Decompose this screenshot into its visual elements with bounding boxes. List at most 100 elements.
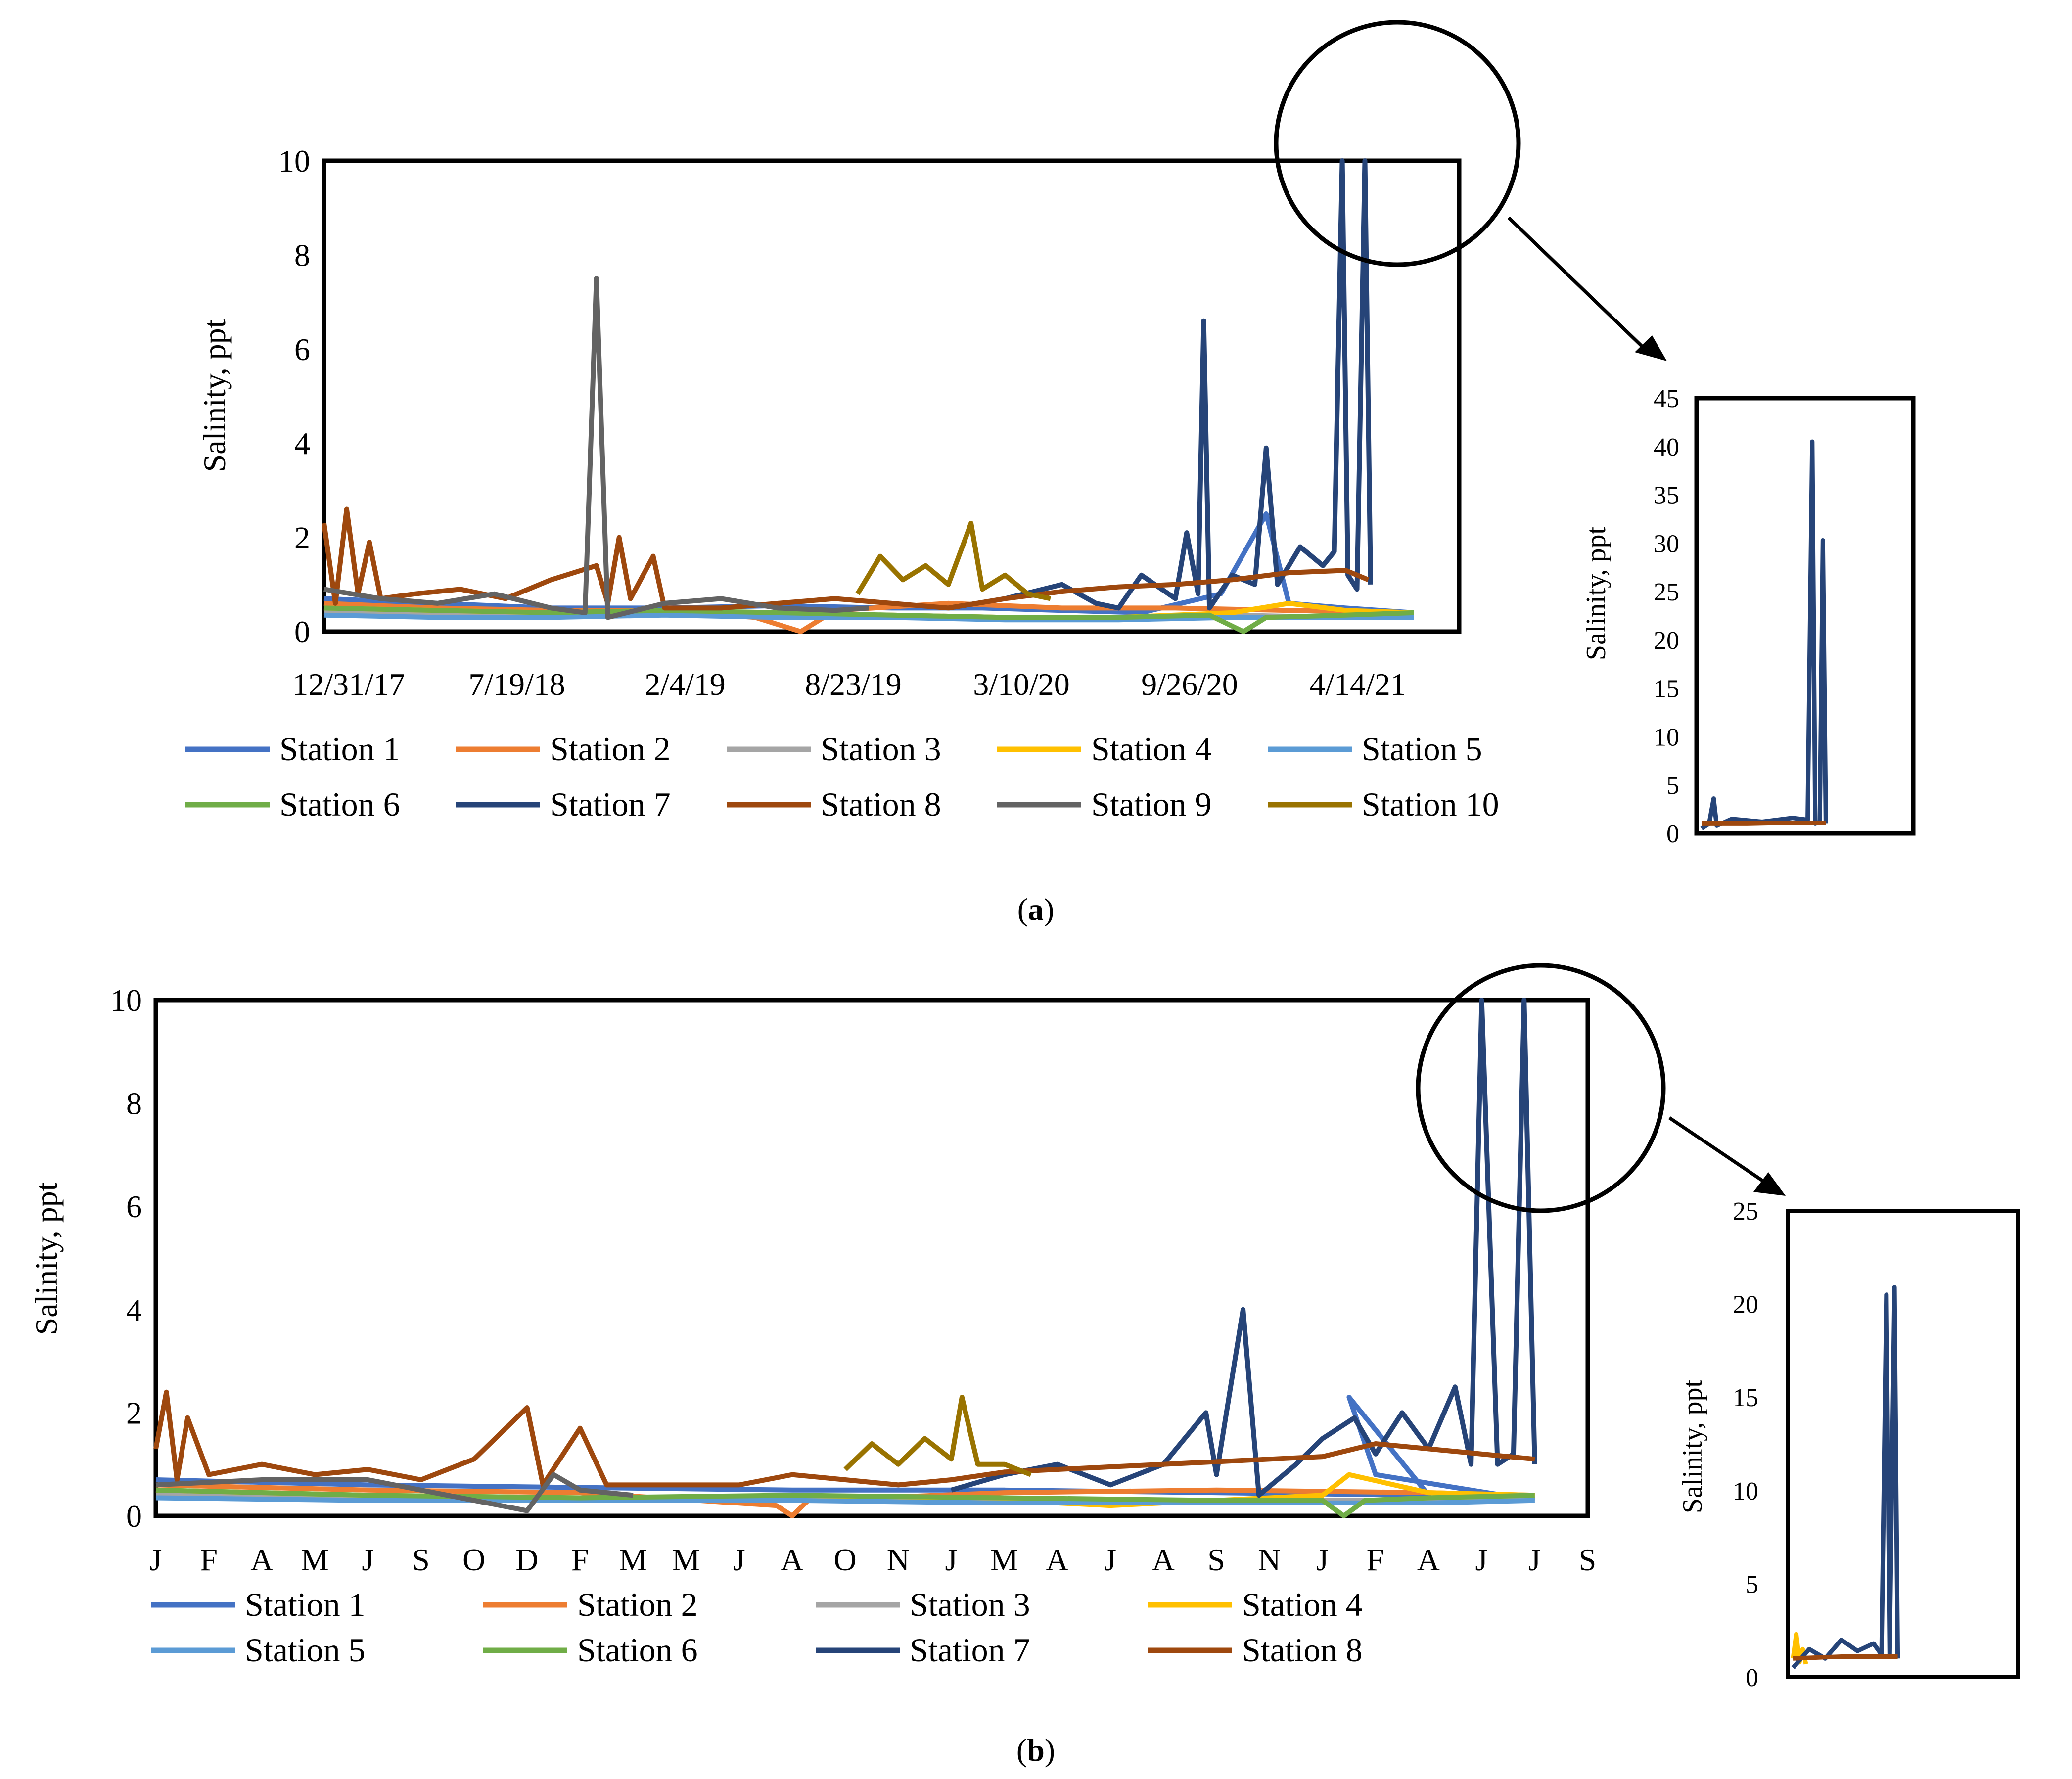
series-line-b-station-8 (153, 1389, 1535, 1488)
inset-y-ticks-a: 0 5 10 15 20 25 30 35 40 45 (1654, 385, 1679, 848)
inset-y-tick-label-b-0: 0 (1746, 1664, 1758, 1692)
series-lines-b (153, 998, 1537, 1518)
series-line-a-station-8 (322, 506, 1370, 611)
legend-label-a-station-6: Station 6 (279, 785, 400, 823)
y-tick-label-a-1: 2 (294, 520, 310, 555)
inset-plot-area-a (1694, 396, 1916, 836)
x-tick-label-b-10: M (672, 1542, 700, 1577)
series-line-a-station-1 (323, 511, 1414, 615)
legend-label-a-station-7: Station 7 (550, 785, 671, 823)
panel-label-a: (a) (1017, 892, 1055, 927)
inset-y-tick-label-a-2: 10 (1654, 723, 1679, 751)
inset-y-tick-label-b-5: 25 (1733, 1197, 1758, 1226)
x-tick-label-a-3: 8/23/19 (805, 667, 902, 702)
x-tick-label-b-23: F (1367, 1542, 1384, 1577)
x-ticks-a: 12/31/17 7/19/18 2/4/19 8/23/19 3/10/20 9/26/… (292, 667, 1406, 702)
legend-label-a-station-5: Station 5 (1362, 730, 1482, 768)
y-axis-label-b: Salinity, ppt (29, 1182, 64, 1335)
x-tick-label-b-14: N (887, 1542, 910, 1577)
zoom-circle-b (1416, 963, 1666, 1213)
plot-area-b (153, 998, 1590, 1518)
series-line-b-station-6 (155, 1487, 1535, 1518)
x-tick-label-b-12: A (781, 1542, 803, 1577)
series-line-a-station-9 (323, 276, 869, 620)
panel-a: 0 2 4 6 8 10 12/31/17 7/19/18 2/4/19 8/23/19 3/10… (185, 20, 1916, 927)
legend-label-b-station-3: Station 3 (910, 1586, 1030, 1623)
zoom-arrow-b (1668, 1116, 1769, 1186)
series-line-b-station-1 (155, 1395, 1535, 1503)
inset-y-tick-label-a-9: 45 (1654, 385, 1679, 413)
x-tick-label-b-6: O (462, 1542, 485, 1577)
x-tick-label-b-16: M (990, 1542, 1018, 1577)
y-tick-label-b-4: 8 (126, 1086, 142, 1121)
x-tick-label-b-21: N (1258, 1542, 1281, 1577)
inset-series-lines-a (1700, 439, 1828, 830)
x-tick-label-b-26: J (1528, 1542, 1541, 1577)
x-tick-label-b-27: S (1579, 1542, 1597, 1577)
inset-plot-area-b (1786, 1209, 2020, 1679)
x-tick-label-b-5: S (412, 1542, 430, 1577)
series-line-a-station-7 (948, 158, 1373, 611)
y-ticks-b: 0 2 4 6 8 10 (110, 983, 142, 1534)
inset-y-tick-label-a-8: 40 (1654, 433, 1679, 461)
x-tick-label-b-4: J (362, 1542, 374, 1577)
y-tick-label-b-2: 4 (126, 1292, 142, 1327)
x-tick-label-b-2: A (250, 1542, 273, 1577)
zoom-arrowhead-b (1753, 1172, 1786, 1196)
legend-label-b-station-5: Station 5 (245, 1631, 366, 1669)
x-tick-label-a-2: 2/4/19 (645, 667, 726, 702)
x-tick-label-b-11: J (733, 1542, 745, 1577)
legend-label-b-station-4: Station 4 (1242, 1586, 1363, 1623)
inset-y-tick-label-b-3: 15 (1733, 1384, 1758, 1412)
y-ticks-a: 0 2 4 6 8 10 (278, 143, 310, 649)
y-tick-label-a-5: 10 (278, 143, 310, 179)
x-tick-label-a-5: 9/26/20 (1141, 667, 1238, 702)
x-tick-label-b-13: O (833, 1542, 856, 1577)
inset-series-line-b-station-7 (1791, 1285, 1900, 1670)
x-tick-label-b-9: M (619, 1542, 647, 1577)
y-tick-label-b-5: 10 (110, 983, 142, 1018)
legend-label-a-station-3: Station 3 (821, 730, 941, 768)
x-tick-label-b-7: D (515, 1542, 538, 1577)
legend-a: Station 1 Station 2 Station 3 Station 4 Stat… (185, 730, 1499, 823)
y-tick-label-a-2: 4 (294, 426, 310, 461)
x-tick-label-a-4: 3/10/20 (973, 667, 1070, 702)
x-tick-label-b-1: F (200, 1542, 218, 1577)
x-tick-label-b-25: J (1475, 1542, 1488, 1577)
legend-label-b-station-8: Station 8 (1242, 1631, 1363, 1669)
inset-y-ticks-b: 0 5 10 15 20 25 (1733, 1197, 1758, 1692)
inset-y-tick-label-b-4: 20 (1733, 1291, 1758, 1319)
legend-label-a-station-9: Station 9 (1091, 785, 1212, 823)
y-tick-label-b-0: 0 (126, 1499, 142, 1534)
inset-y-tick-label-a-3: 15 (1654, 675, 1679, 703)
panel-label-b: (b) (1016, 1733, 1055, 1768)
y-tick-label-a-0: 0 (294, 614, 310, 649)
legend-label-b-station-1: Station 1 (245, 1586, 366, 1623)
legend-label-b-station-7: Station 7 (910, 1631, 1030, 1669)
inset-y-tick-label-a-1: 5 (1666, 772, 1679, 800)
legend-label-a-station-10: Station 10 (1362, 785, 1499, 823)
plot-area-a (322, 158, 1462, 634)
series-line-b-station-2 (155, 1482, 1535, 1518)
inset-series-line-b-station-8 (1793, 1654, 1898, 1661)
legend-label-a-station-2: Station 2 (550, 730, 671, 768)
x-tick-label-b-8: F (571, 1542, 589, 1577)
inset-y-axis-label-a: Salinity, ppt (1581, 526, 1612, 660)
x-tick-label-b-22: J (1316, 1542, 1329, 1577)
inset-series-lines-b (1791, 1285, 1900, 1670)
x-tick-label-b-20: S (1207, 1542, 1225, 1577)
series-lines-a (322, 158, 1414, 634)
inset-y-tick-label-a-7: 35 (1654, 482, 1679, 510)
zoom-circle-a (1274, 20, 1521, 267)
x-tick-label-b-3: M (301, 1542, 329, 1577)
series-line-b-station-5 (155, 1495, 1535, 1505)
inset-y-axis-label-b: Salinity, ppt (1677, 1379, 1708, 1513)
y-axis-label-a: Salinity, ppt (197, 319, 232, 472)
zoom-arrowhead-a (1635, 335, 1667, 361)
x-tick-label-b-24: A (1417, 1542, 1440, 1577)
y-tick-label-b-3: 6 (126, 1189, 142, 1224)
x-tick-label-b-18: J (1104, 1542, 1116, 1577)
